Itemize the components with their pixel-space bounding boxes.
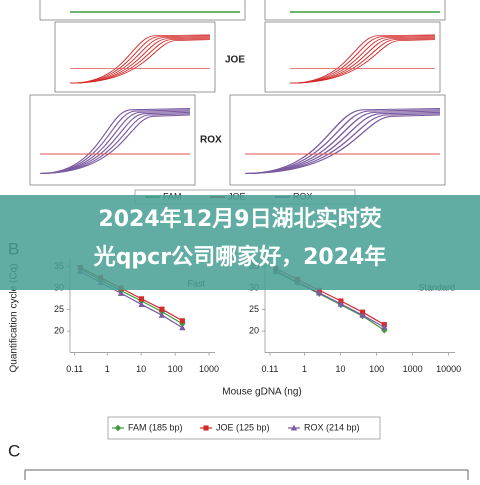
marker [290, 424, 298, 431]
marker [179, 318, 185, 324]
marker [203, 425, 209, 431]
panel-a: JOE ROX FAM JOE ROX [29, 0, 446, 205]
banner-title: 2024年12月9日湖北实时荧 [98, 206, 381, 232]
dye-label: ROX [200, 135, 222, 146]
legend-box [107, 416, 381, 440]
marker [179, 324, 186, 331]
panel-letter: C [8, 441, 20, 460]
y-tick-label: 20 [249, 325, 259, 335]
plot-frame [39, 0, 246, 21]
x-axis-label: Mouse gDNA (ng) [222, 387, 301, 398]
marker [138, 296, 145, 302]
marker [158, 311, 166, 318]
marker [381, 324, 388, 330]
marker [359, 311, 366, 318]
legend-label: FAM (185 bp) [128, 422, 183, 432]
x-tick-label: 10000 [436, 364, 461, 374]
marker [316, 289, 323, 296]
plot-frame [264, 21, 441, 93]
y-tick-label: 20 [54, 325, 64, 335]
x-tick-label: 1 [302, 364, 307, 374]
banner-title: 光qpcr公司哪家好，2024年 [93, 244, 387, 270]
marker [114, 424, 122, 432]
marker [337, 300, 345, 307]
marker [138, 301, 145, 307]
marker [117, 290, 125, 296]
x-tick-label: 1000 [199, 364, 219, 374]
x-tick-label: 100 [168, 364, 183, 374]
x-tick-label: 100 [369, 364, 384, 374]
x-tick-label: 0.11 [262, 364, 279, 374]
y-tick-label: 25 [249, 304, 259, 314]
x-tick-label: 1000 [403, 364, 423, 374]
legend-label: ROX (214 bp) [304, 422, 360, 432]
x-tick-label: 0.11 [66, 364, 83, 374]
plot-frame [264, 0, 446, 21]
x-tick-label: 1 [105, 364, 110, 374]
dye-label: JOE [225, 55, 245, 66]
x-tick-label: 10 [336, 364, 346, 374]
banner [0, 195, 480, 290]
x-tick-label: 10 [136, 364, 146, 374]
plot-frame [54, 21, 216, 93]
marker [159, 306, 165, 312]
legend-label: JOE (125 bp) [216, 422, 270, 432]
y-axis-label: Quantification cycle (Cq) [9, 264, 20, 373]
y-tick-label: 25 [54, 304, 64, 314]
